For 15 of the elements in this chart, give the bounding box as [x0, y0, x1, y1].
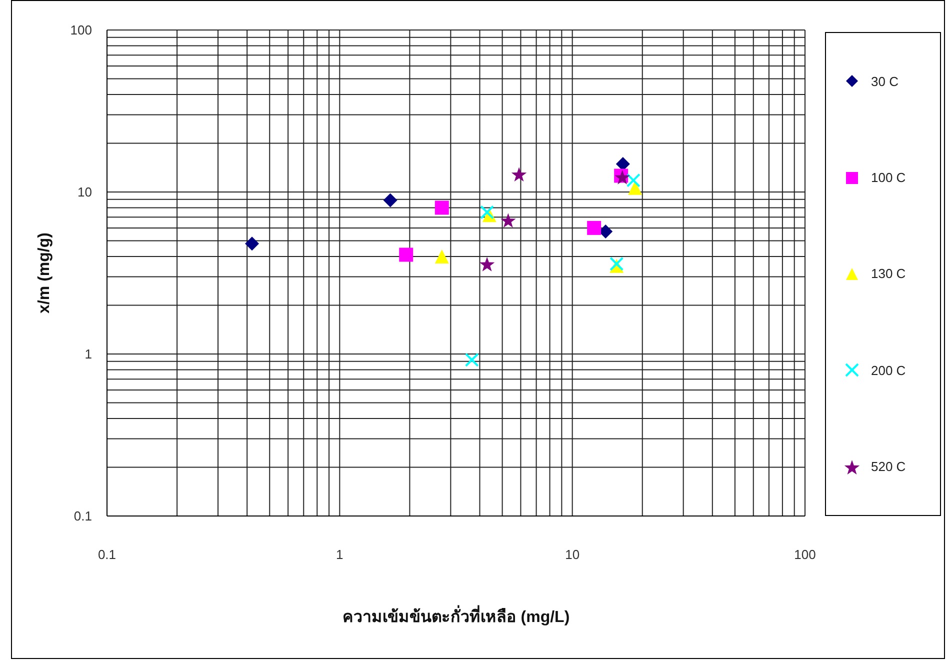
x-tick-label: 1 — [336, 547, 344, 562]
x-axis-title: ความเข้มข้นตะกั่วที่เหลือ (mg/L) — [342, 604, 570, 626]
y-tick-label: 1 — [84, 346, 92, 362]
legend-label: 100 C — [871, 170, 906, 186]
legend-label: 200 C — [871, 362, 906, 378]
x-tick-label: 100 — [794, 547, 816, 562]
y-tick-label: 100 — [70, 22, 92, 38]
legend-label: 520 C — [871, 459, 906, 474]
legend-label: 30 C — [871, 74, 898, 89]
x-tick-label: 10 — [565, 547, 580, 562]
y-tick-label: 0.1 — [74, 508, 92, 524]
legend-label: 130 C — [871, 266, 906, 282]
y-axis-title: x/m (mg/g) — [36, 232, 52, 314]
x-tick-label: 0.1 — [98, 547, 116, 562]
y-tick-label: 10 — [78, 184, 92, 200]
